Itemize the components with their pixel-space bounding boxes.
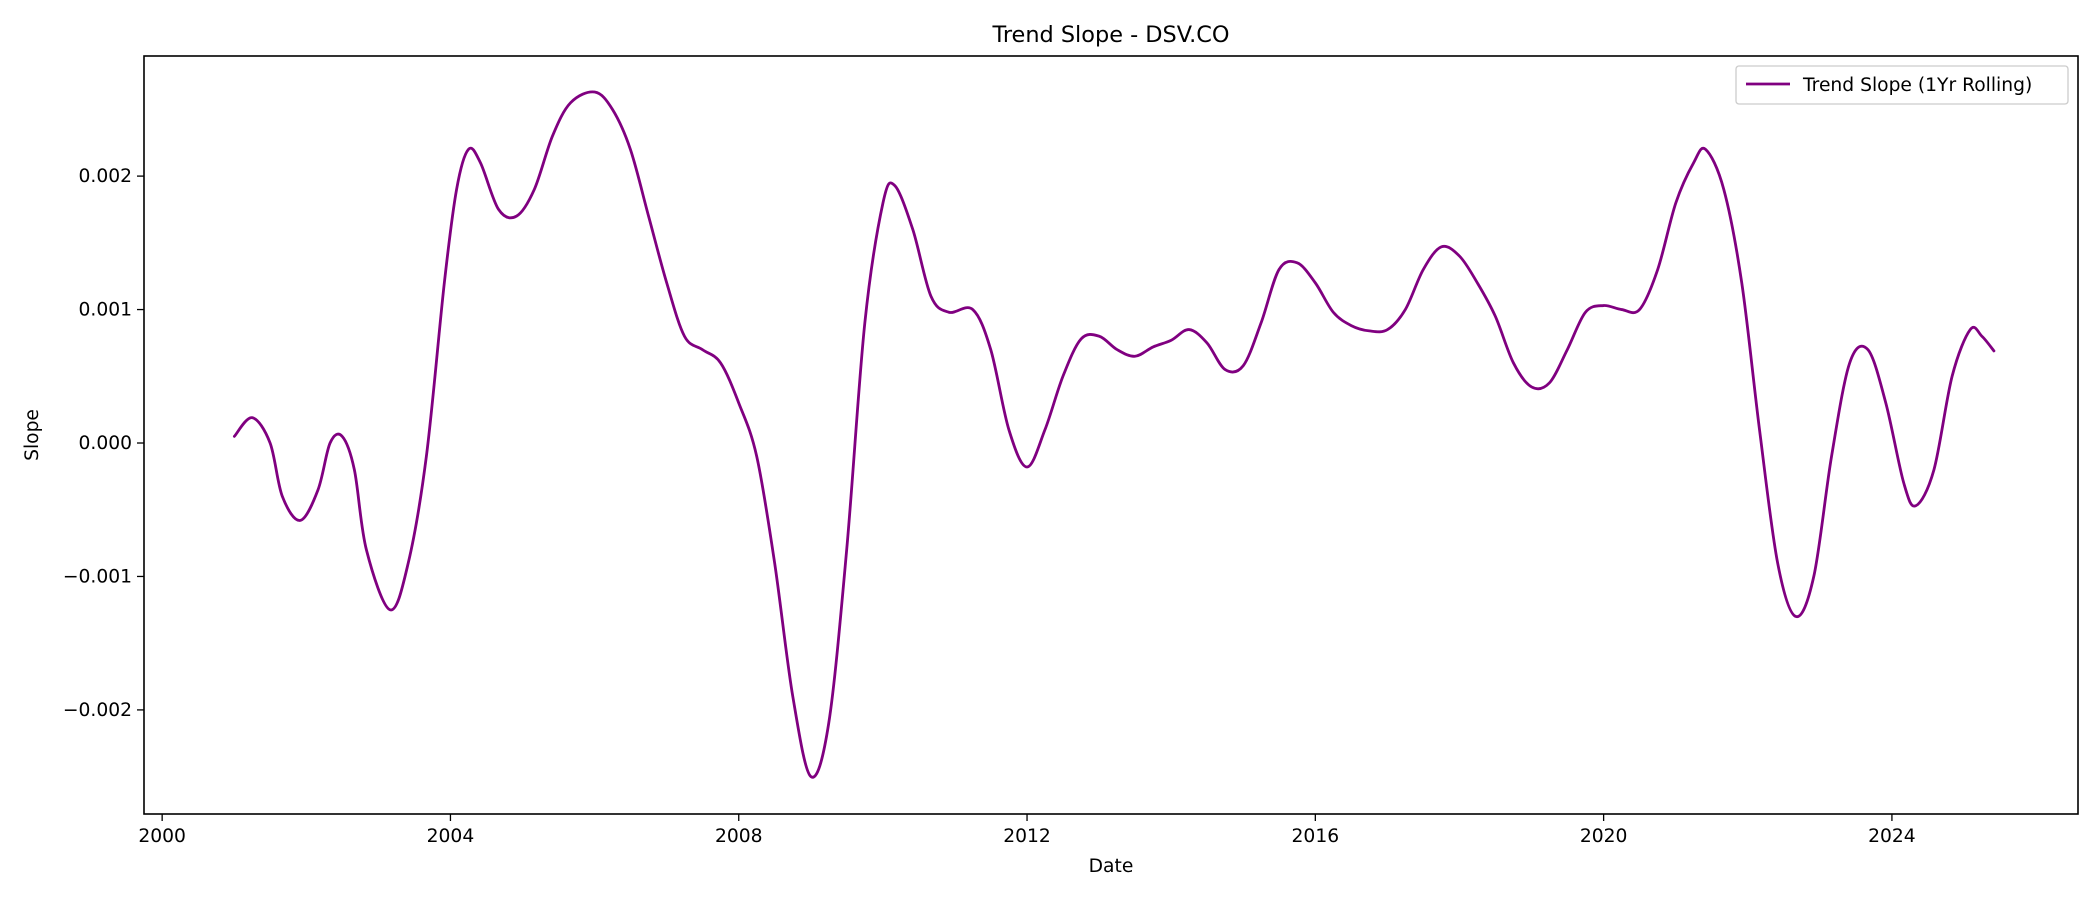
x-tick-label: 2020 <box>1580 826 1628 847</box>
y-tick-label: −0.001 <box>63 566 132 587</box>
legend: Trend Slope (1Yr Rolling) <box>1735 65 2069 105</box>
trend-slope-line <box>232 90 1996 779</box>
x-axis-title: Date <box>1089 856 1134 877</box>
y-tick-label: 0.001 <box>79 300 133 321</box>
y-tick-label: −0.002 <box>63 700 132 721</box>
x-tick-label: 2008 <box>715 826 763 847</box>
plot-frame <box>143 55 2079 815</box>
y-axis-ticks: −0.002 −0.001 0.000 0.001 0.002 <box>63 166 144 721</box>
y-axis-title: Slope <box>22 409 43 461</box>
y-tick-label: 0.002 <box>79 166 133 187</box>
legend-entry-label: Trend Slope (1Yr Rolling) <box>1802 75 2032 96</box>
x-axis-ticks: 2000 2004 2008 2012 2016 2020 2024 <box>138 814 1916 847</box>
x-tick-label: 2004 <box>427 826 475 847</box>
chart-title: Trend Slope - DSV.CO <box>991 22 1229 48</box>
x-tick-label: 2024 <box>1868 826 1916 847</box>
legend-box <box>1735 65 2069 105</box>
x-tick-label: 2016 <box>1292 826 1340 847</box>
x-tick-label: 2000 <box>138 826 186 847</box>
x-tick-label: 2012 <box>1003 826 1051 847</box>
y-tick-label: 0.000 <box>79 433 133 454</box>
